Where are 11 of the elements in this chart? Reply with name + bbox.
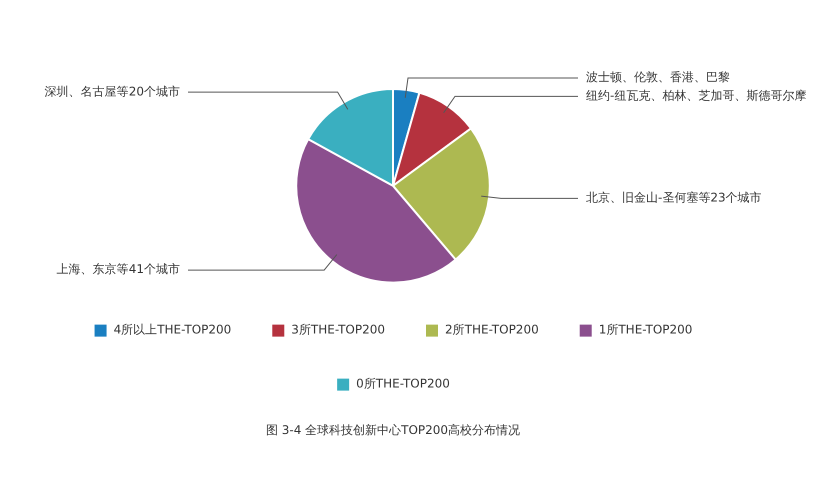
text: 波士顿、伦敦、香港、巴黎 <box>586 70 730 84</box>
legend-label: 4所以上THE-TOP200 <box>114 322 232 337</box>
legend-label: 3所THE-TOP200 <box>291 322 386 337</box>
legend-label: 2所THE-TOP200 <box>445 322 539 337</box>
legend-label: 1所THE-TOP200 <box>598 322 692 337</box>
text: 深圳、名古屋等20个城市 <box>44 84 180 98</box>
text: 图 3-4 全球科技创新中心TOP200高校分布情况 <box>266 422 520 437</box>
text: 北京、旧金山-圣何塞等23个城市 <box>586 190 762 205</box>
legend-label: 0所THE-TOP200 <box>356 376 450 391</box>
text: 上海、东京等41个城市 <box>56 262 180 276</box>
text: 纽约-纽瓦克、柏林、芝加哥、斯德哥尔摩 <box>586 88 806 103</box>
